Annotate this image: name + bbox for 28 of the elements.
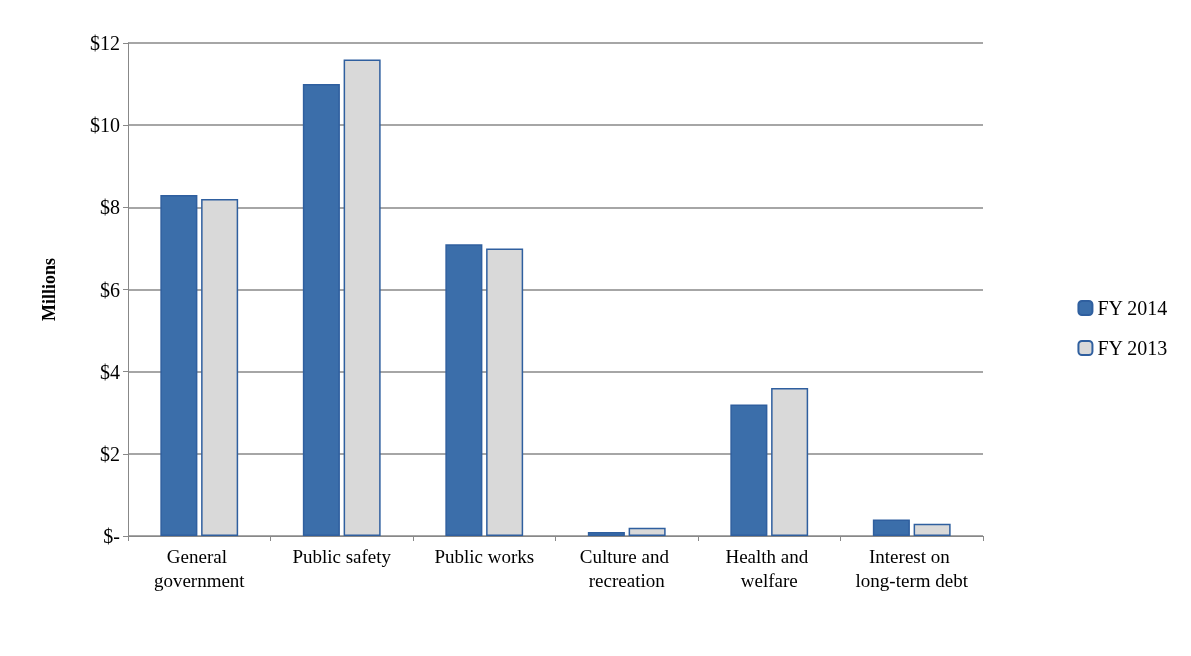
x-tick-label: Public works — [434, 545, 535, 567]
y-tick-label: $10 — [90, 114, 120, 137]
bar — [343, 59, 381, 536]
bar — [628, 527, 666, 536]
y-tick-label: $2 — [100, 442, 120, 465]
bar — [160, 195, 198, 536]
bar — [302, 84, 340, 536]
bar — [201, 199, 239, 536]
bar — [872, 519, 910, 536]
x-tick-label: Interest on long-term debt — [855, 545, 969, 591]
y-tick-label: $4 — [100, 360, 120, 383]
legend-label: FY 2013 — [1097, 337, 1168, 359]
y-tick-label: $8 — [100, 196, 120, 219]
bar — [486, 248, 524, 536]
y-tick-label: $12 — [90, 32, 120, 54]
y-tick-label: $- — [103, 525, 120, 547]
legend-label: FY 2014 — [1097, 297, 1168, 319]
bar — [445, 244, 483, 536]
bar — [587, 531, 625, 536]
y-tick-label: $6 — [100, 278, 120, 301]
bar — [913, 523, 951, 536]
x-tick-label: General government — [153, 545, 246, 591]
bar — [771, 388, 809, 536]
x-tick-label: Public safety — [292, 545, 392, 567]
x-tick-label: Culture and recreation — [579, 545, 674, 591]
x-tick-label: Health and welfare — [725, 545, 814, 591]
y-axis-title: Millions — [39, 257, 59, 322]
bar — [730, 404, 768, 536]
